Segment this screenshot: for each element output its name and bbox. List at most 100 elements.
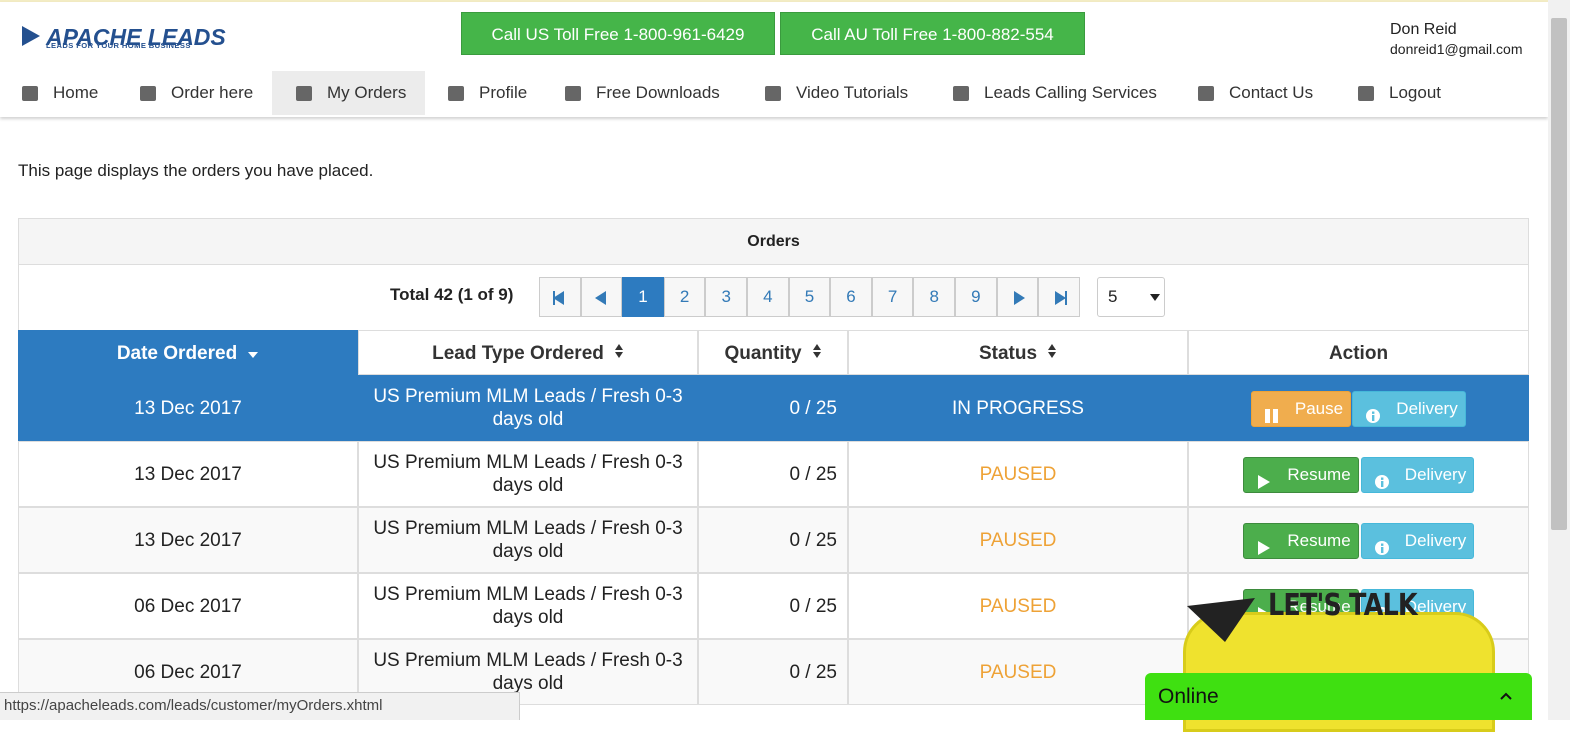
- cell: US Premium MLM Leads / Fresh 0-3 days ol…: [358, 375, 698, 441]
- column-header[interactable]: Date Ordered: [18, 330, 358, 375]
- scrollbar-thumb[interactable]: [1551, 18, 1567, 530]
- nav-icon: [953, 86, 969, 101]
- button-icon: [1374, 468, 1390, 502]
- chat-bar[interactable]: Online: [1145, 673, 1532, 720]
- action-button[interactable]: Resume: [1243, 523, 1359, 559]
- nav-item[interactable]: Leads Calling Services: [953, 71, 1175, 115]
- column-label: Date Ordered: [116, 343, 238, 364]
- action-button[interactable]: Delivery: [1361, 457, 1474, 493]
- column-label: Action: [1328, 343, 1389, 364]
- nav-label: Leads Calling Services: [984, 83, 1157, 102]
- nav-item[interactable]: Home: [22, 71, 120, 115]
- page-button[interactable]: 3: [705, 277, 748, 317]
- pager-nav[interactable]: [580, 277, 623, 317]
- page-button[interactable]: 6: [830, 277, 872, 317]
- pager-nav[interactable]: [539, 277, 581, 317]
- button-icon: [1256, 534, 1272, 568]
- nav-item[interactable]: Profile: [448, 71, 540, 115]
- nav-icon: [448, 86, 464, 101]
- nav-label: Order here: [171, 83, 254, 102]
- cell: Pause Delivery: [1188, 375, 1529, 441]
- sort-icon: [1047, 331, 1057, 376]
- cell: Resume Delivery: [1188, 441, 1529, 507]
- nav-icon: [765, 86, 781, 101]
- page-button[interactable]: 4: [747, 277, 789, 317]
- nav-item[interactable]: Contact Us: [1198, 71, 1335, 115]
- logo-tagline: LEADS FOR YOUR HOME BUSINESS: [46, 41, 191, 50]
- user-name: Don Reid: [1390, 21, 1457, 38]
- nav-item[interactable]: Free Downloads: [565, 71, 740, 115]
- sort-icon: [812, 331, 822, 376]
- logo-icon: [22, 26, 40, 46]
- bar: [1065, 291, 1068, 305]
- page-button[interactable]: 9: [955, 277, 997, 317]
- arrow: [1055, 291, 1067, 305]
- nav-icon: [1198, 86, 1214, 101]
- cell: Resume Delivery: [1188, 507, 1529, 573]
- column-header[interactable]: Status: [848, 330, 1188, 375]
- top-border: [0, 0, 1570, 2]
- sort-icon: [247, 331, 259, 376]
- page-size: 5: [1108, 287, 1118, 306]
- page-button[interactable]: 2: [663, 277, 706, 317]
- nav-item[interactable]: My Orders: [272, 71, 425, 115]
- total-count: Total 42 (1 of 9): [390, 285, 514, 304]
- call-button[interactable]: Call US Toll Free 1-800-961-6429: [461, 12, 775, 55]
- page-button[interactable]: 5: [788, 277, 831, 317]
- nav-item[interactable]: Logout: [1358, 71, 1460, 115]
- arrow: [553, 291, 564, 305]
- button-icon: [1264, 402, 1280, 436]
- pager-nav[interactable]: [1038, 277, 1080, 317]
- column-label: Quantity: [724, 343, 802, 364]
- cell: PAUSED: [848, 507, 1188, 573]
- action-button[interactable]: Delivery: [1352, 391, 1466, 427]
- button-icon: [1256, 468, 1272, 502]
- cell: 0 / 25: [698, 639, 848, 705]
- column-label: Lead Type Ordered: [432, 343, 604, 364]
- cell: US Premium MLM Leads / Fresh 0-3 days ol…: [358, 573, 698, 639]
- action-label: Delivery: [1404, 597, 1467, 616]
- cell: PAUSED: [848, 573, 1188, 639]
- cell: 13 Dec 2017: [18, 375, 358, 441]
- action-label: Delivery: [1404, 465, 1467, 484]
- page-size-select[interactable]: 5: [1097, 277, 1165, 317]
- call-button[interactable]: Call AU Toll Free 1-800-882-554: [780, 12, 1085, 55]
- arrow: [1013, 291, 1025, 305]
- cell: 06 Dec 2017: [18, 573, 358, 639]
- nav-icon: [140, 86, 156, 101]
- action-button[interactable]: Pause: [1251, 391, 1351, 427]
- sort-icon: [614, 331, 624, 376]
- action-label: Delivery: [1396, 399, 1458, 418]
- action-label: Pause: [1294, 399, 1344, 418]
- cell: US Premium MLM Leads / Fresh 0-3 days ol…: [358, 441, 698, 507]
- action-label: Delivery: [1404, 531, 1467, 550]
- cell: PAUSED: [848, 639, 1188, 705]
- nav-icon: [1358, 86, 1374, 101]
- column-header: Action: [1188, 330, 1529, 375]
- arrow: [594, 291, 606, 305]
- nav-icon: [296, 86, 312, 101]
- cell: 0 / 25: [698, 441, 848, 507]
- chat-pointer: [1187, 598, 1255, 642]
- chat-badge[interactable]: LET'S TALK: [1268, 588, 1418, 623]
- page-button[interactable]: 1: [622, 277, 664, 317]
- column-header[interactable]: Lead Type Ordered: [358, 330, 698, 375]
- action-button[interactable]: Resume: [1243, 457, 1359, 493]
- logo-title[interactable]: APACHE LEADS: [46, 24, 226, 50]
- cell: 13 Dec 2017: [18, 441, 358, 507]
- chevron: [1500, 692, 1512, 700]
- column-header[interactable]: Quantity: [698, 330, 848, 375]
- nav-item[interactable]: Order here: [140, 71, 270, 115]
- nav-label: Profile: [479, 83, 528, 102]
- page-button[interactable]: 8: [913, 277, 956, 317]
- nav-icon: [565, 86, 581, 101]
- cell: 0 / 25: [698, 573, 848, 639]
- nav-item[interactable]: Video Tutorials: [765, 71, 930, 115]
- nav-label: My Orders: [327, 83, 407, 102]
- bar: [553, 291, 555, 305]
- intro-text: This page displays the orders you have p…: [18, 161, 374, 180]
- pager-nav[interactable]: [996, 277, 1039, 317]
- action-button[interactable]: Delivery: [1361, 523, 1474, 559]
- page-button[interactable]: 7: [871, 277, 914, 317]
